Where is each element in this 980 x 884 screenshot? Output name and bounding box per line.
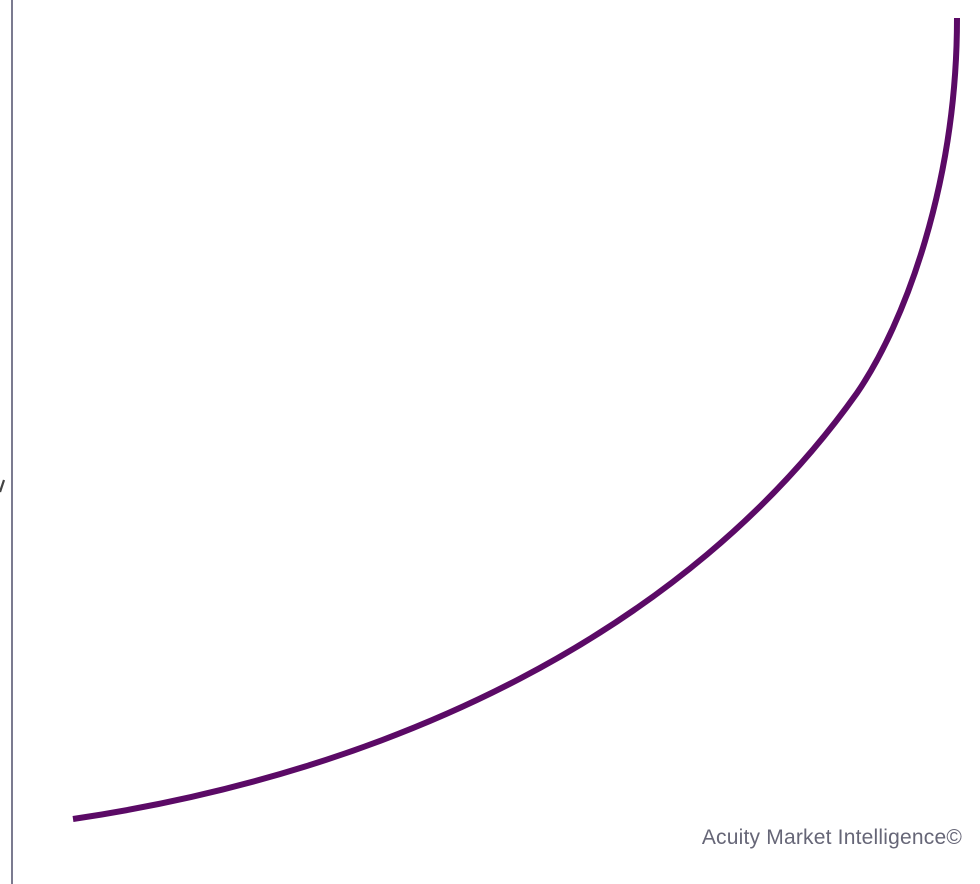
copyright-credit: Acuity Market Intelligence© xyxy=(701,826,962,849)
growth-curve xyxy=(72,17,960,822)
left-edge-tick-mark xyxy=(0,479,6,493)
